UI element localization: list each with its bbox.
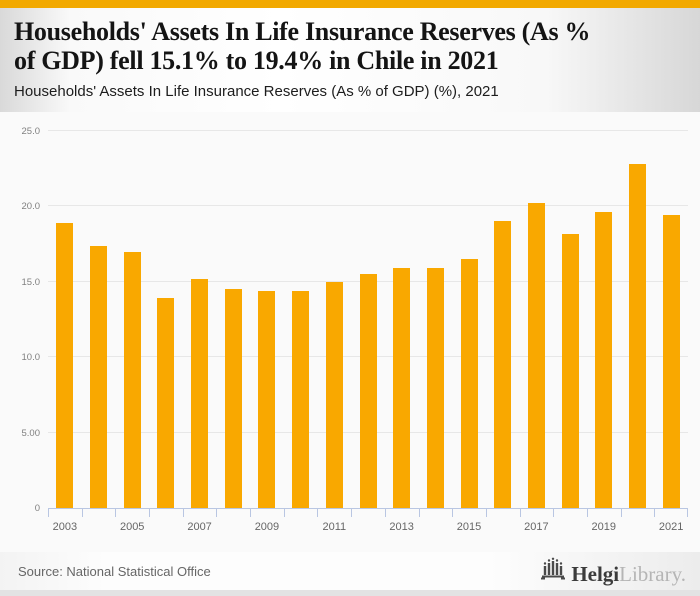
x-axis-tick xyxy=(317,509,319,517)
x-axis-tick xyxy=(149,509,151,517)
x-axis-tick xyxy=(418,509,420,517)
bar-2016[interactable] xyxy=(494,221,512,508)
bar-2017[interactable] xyxy=(527,203,545,508)
x-axis-tick xyxy=(81,509,83,517)
plot-area xyxy=(48,130,688,509)
chart-subtitle: Households' Assets In Life Insurance Res… xyxy=(14,83,499,100)
bar-2005[interactable] xyxy=(123,251,141,508)
bar-2011[interactable] xyxy=(325,281,343,508)
x-axis-tick xyxy=(452,509,454,517)
x-axis-tick xyxy=(553,509,555,517)
page-title-line-1: Households' Assets In Life Insurance Res… xyxy=(14,17,591,46)
x-axis-tick xyxy=(485,509,487,517)
bar-2003[interactable] xyxy=(56,223,74,508)
logo-text-helgi: Helgi xyxy=(571,562,620,586)
x-tick-label-2011: 2011 xyxy=(322,521,347,533)
gridline-20.0 xyxy=(48,205,688,207)
y-tick-label-0: 0 xyxy=(34,503,40,514)
x-tick-label-2007: 2007 xyxy=(187,521,212,533)
helgi-library-logo: HelgiLibrary. xyxy=(540,557,686,585)
bottom-strip xyxy=(0,590,700,596)
x-axis-tick xyxy=(216,509,218,517)
x-tick-label-2015: 2015 xyxy=(456,521,482,533)
y-tick-label-25.0: 25.0 xyxy=(21,126,41,137)
x-tick-label-2017: 2017 xyxy=(524,521,549,533)
bar-2012[interactable] xyxy=(359,274,377,508)
bar-2009[interactable] xyxy=(258,290,276,508)
x-axis-tick xyxy=(586,509,588,517)
source-text: Source: National Statistical Office xyxy=(18,563,211,579)
x-axis-tick xyxy=(115,509,117,517)
x-axis-tick xyxy=(654,509,656,517)
x-axis-tick xyxy=(48,509,49,517)
x-axis-tick xyxy=(384,509,386,517)
x-axis-tick xyxy=(687,509,688,517)
chart-region: 0 5.00 10.0 15.0 20.0 25.0 2003 2005 2007 2009 20… xyxy=(0,112,700,552)
bar-2021[interactable] xyxy=(662,215,680,508)
helgi-bars-icon xyxy=(540,557,566,585)
bar-2019[interactable] xyxy=(595,212,613,508)
bar-2004[interactable] xyxy=(90,245,108,508)
y-tick-label-10.0: 10.0 xyxy=(21,352,41,364)
logo-text-library: Library. xyxy=(619,562,686,586)
bar-2010[interactable] xyxy=(292,290,310,508)
bar-2015[interactable] xyxy=(460,259,478,508)
bar-2014[interactable] xyxy=(426,268,444,508)
x-axis-tick xyxy=(519,509,521,517)
y-axis-labels: 0 5.00 10.0 15.0 20.0 25.0 xyxy=(0,126,44,514)
x-axis-tick xyxy=(250,509,252,517)
bar-2006[interactable] xyxy=(157,298,175,508)
x-tick-label-2021: 2021 xyxy=(658,521,684,533)
header: Households' Assets In Life Insurance Res… xyxy=(0,8,700,112)
x-axis-tick xyxy=(283,509,285,517)
x-tick-label-2013: 2013 xyxy=(389,521,414,533)
page-title-line-2: of GDP) fell 15.1% to 19.4% in Chile in … xyxy=(14,46,499,75)
bar-2007[interactable] xyxy=(191,278,209,508)
footer: Source: National Statistical Office xyxy=(0,552,700,590)
x-axis-labels: 2003 2005 2007 2009 2011 2013 2015 2017 2019 2021 xyxy=(48,521,688,537)
logo-wordmark: HelgiLibrary. xyxy=(571,564,686,585)
bar-2008[interactable] xyxy=(224,289,242,508)
bar-2013[interactable] xyxy=(393,268,411,508)
x-tick-label-2003: 2003 xyxy=(52,521,78,533)
y-tick-label-5.00: 5.00 xyxy=(21,427,41,439)
y-tick-label-20.0: 20.0 xyxy=(21,201,41,213)
x-axis-tick xyxy=(620,509,622,517)
accent-top-strip xyxy=(0,0,700,8)
x-axis-ticks xyxy=(48,509,688,518)
x-tick-label-2009: 2009 xyxy=(254,521,280,533)
x-tick-label-2019: 2019 xyxy=(591,521,617,533)
gridline-25.0 xyxy=(48,130,688,131)
bar-2020[interactable] xyxy=(628,164,646,508)
page-title: Households' Assets In Life Insurance Res… xyxy=(14,17,686,75)
x-axis-tick xyxy=(351,509,353,517)
x-axis-tick xyxy=(182,509,184,517)
y-tick-label-15.0: 15.0 xyxy=(21,276,41,288)
x-tick-label-2005: 2005 xyxy=(119,521,145,533)
bar-2018[interactable] xyxy=(561,233,579,508)
